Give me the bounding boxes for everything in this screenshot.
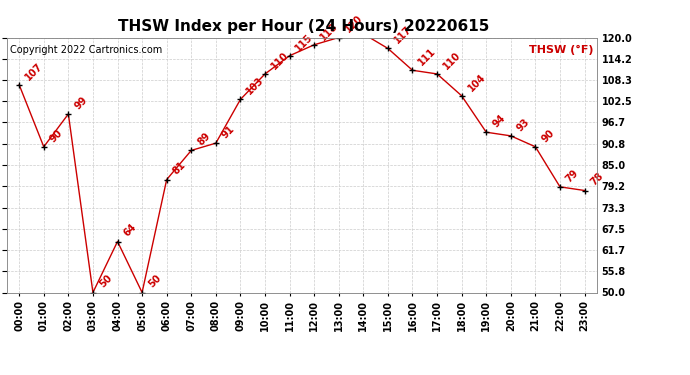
Text: 50: 50: [97, 273, 114, 290]
Text: 111: 111: [417, 46, 438, 68]
Text: 78: 78: [589, 171, 605, 188]
Text: 110: 110: [441, 50, 462, 71]
Text: Copyright 2022 Cartronics.com: Copyright 2022 Cartronics.com: [10, 45, 162, 55]
Text: 90: 90: [540, 128, 556, 144]
Text: 110: 110: [269, 50, 290, 71]
Text: 118: 118: [318, 21, 339, 42]
Text: 90: 90: [48, 128, 65, 144]
Text: 103: 103: [244, 75, 266, 97]
Text: 93: 93: [515, 117, 531, 133]
Text: 120: 120: [343, 13, 364, 35]
Text: 91: 91: [220, 124, 237, 140]
Text: 64: 64: [121, 222, 138, 239]
Text: THSW Index per Hour (24 Hours) 20220615: THSW Index per Hour (24 Hours) 20220615: [118, 19, 489, 34]
Text: 50: 50: [146, 273, 163, 290]
Text: THSW (°F): THSW (°F): [529, 45, 594, 55]
Text: 89: 89: [195, 131, 212, 148]
Text: 81: 81: [171, 160, 188, 177]
Text: 104: 104: [466, 72, 487, 93]
Text: 79: 79: [564, 168, 581, 184]
Text: 107: 107: [23, 61, 45, 82]
Text: 99: 99: [72, 94, 89, 111]
Text: 117: 117: [392, 24, 413, 46]
Text: 94: 94: [491, 113, 507, 129]
Text: 115: 115: [294, 32, 315, 53]
Text: 121: 121: [0, 374, 1, 375]
